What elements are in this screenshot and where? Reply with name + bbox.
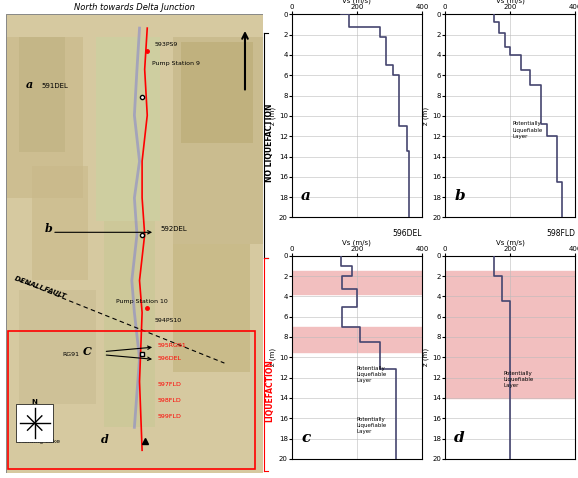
Text: Potentially
Liquefiable
Layer: Potentially Liquefiable Layer bbox=[357, 366, 387, 383]
Text: Pump Station 9: Pump Station 9 bbox=[153, 61, 201, 66]
Bar bbox=[8, 331, 255, 468]
Text: 598FLD: 598FLD bbox=[158, 398, 181, 403]
Bar bbox=[18, 37, 65, 152]
Text: a: a bbox=[301, 189, 311, 203]
Y-axis label: z (m): z (m) bbox=[423, 107, 429, 125]
Bar bbox=[445, 271, 575, 398]
Text: North towards Delta Junction: North towards Delta Junction bbox=[74, 3, 195, 12]
Text: b: b bbox=[45, 223, 52, 234]
Bar bbox=[173, 244, 250, 372]
Text: Potentially
Liquefiable
Layer: Potentially Liquefiable Layer bbox=[357, 417, 387, 434]
Text: 596DEL: 596DEL bbox=[158, 356, 181, 361]
X-axis label: Vs (m/s): Vs (m/s) bbox=[343, 239, 371, 246]
Text: 597FLD: 597FLD bbox=[158, 382, 181, 387]
Bar bbox=[292, 271, 422, 294]
Text: NO LIQUEFACTION: NO LIQUEFACTION bbox=[265, 104, 275, 182]
Text: 596DEL: 596DEL bbox=[392, 229, 422, 239]
Text: a: a bbox=[27, 79, 34, 90]
Text: 599FLD: 599FLD bbox=[158, 414, 181, 419]
Text: Pump Station 10: Pump Station 10 bbox=[116, 299, 168, 304]
Bar bbox=[103, 221, 155, 427]
Text: DENALI FAULT: DENALI FAULT bbox=[13, 276, 66, 300]
X-axis label: Vs (m/s): Vs (m/s) bbox=[496, 239, 524, 246]
Bar bbox=[173, 37, 263, 244]
Text: LIQUEFACTION: LIQUEFACTION bbox=[265, 359, 275, 422]
Y-axis label: z (m): z (m) bbox=[269, 348, 276, 366]
Bar bbox=[292, 327, 422, 352]
Bar bbox=[6, 37, 83, 198]
Text: Potentially
Liquefiable
Layer: Potentially Liquefiable Layer bbox=[503, 371, 534, 388]
X-axis label: Vs (m/s): Vs (m/s) bbox=[496, 0, 524, 4]
Text: 595RG91: 595RG91 bbox=[158, 343, 186, 348]
Text: 592DEL: 592DEL bbox=[160, 226, 187, 232]
Text: 593PS9: 593PS9 bbox=[155, 43, 179, 47]
Bar bbox=[96, 37, 160, 221]
Text: d: d bbox=[454, 431, 465, 445]
X-axis label: Vs (m/s): Vs (m/s) bbox=[343, 0, 371, 4]
Text: 594PS10: 594PS10 bbox=[155, 318, 182, 323]
Text: C: C bbox=[83, 346, 92, 357]
Bar bbox=[32, 166, 88, 281]
Text: d: d bbox=[101, 435, 109, 445]
Text: 598FLD: 598FLD bbox=[546, 229, 575, 239]
Bar bbox=[181, 42, 253, 143]
Text: Potentially
Liquefiable
Layer: Potentially Liquefiable Layer bbox=[513, 121, 543, 139]
Text: Fielding Lake: Fielding Lake bbox=[18, 439, 60, 445]
Text: N: N bbox=[32, 399, 38, 405]
Text: RG91: RG91 bbox=[62, 352, 79, 357]
Text: 591DEL: 591DEL bbox=[42, 83, 69, 89]
Y-axis label: z (m): z (m) bbox=[423, 348, 429, 366]
Y-axis label: z (m): z (m) bbox=[269, 107, 276, 125]
Text: c: c bbox=[301, 431, 310, 445]
Bar bbox=[18, 290, 96, 404]
Text: b: b bbox=[454, 189, 465, 203]
